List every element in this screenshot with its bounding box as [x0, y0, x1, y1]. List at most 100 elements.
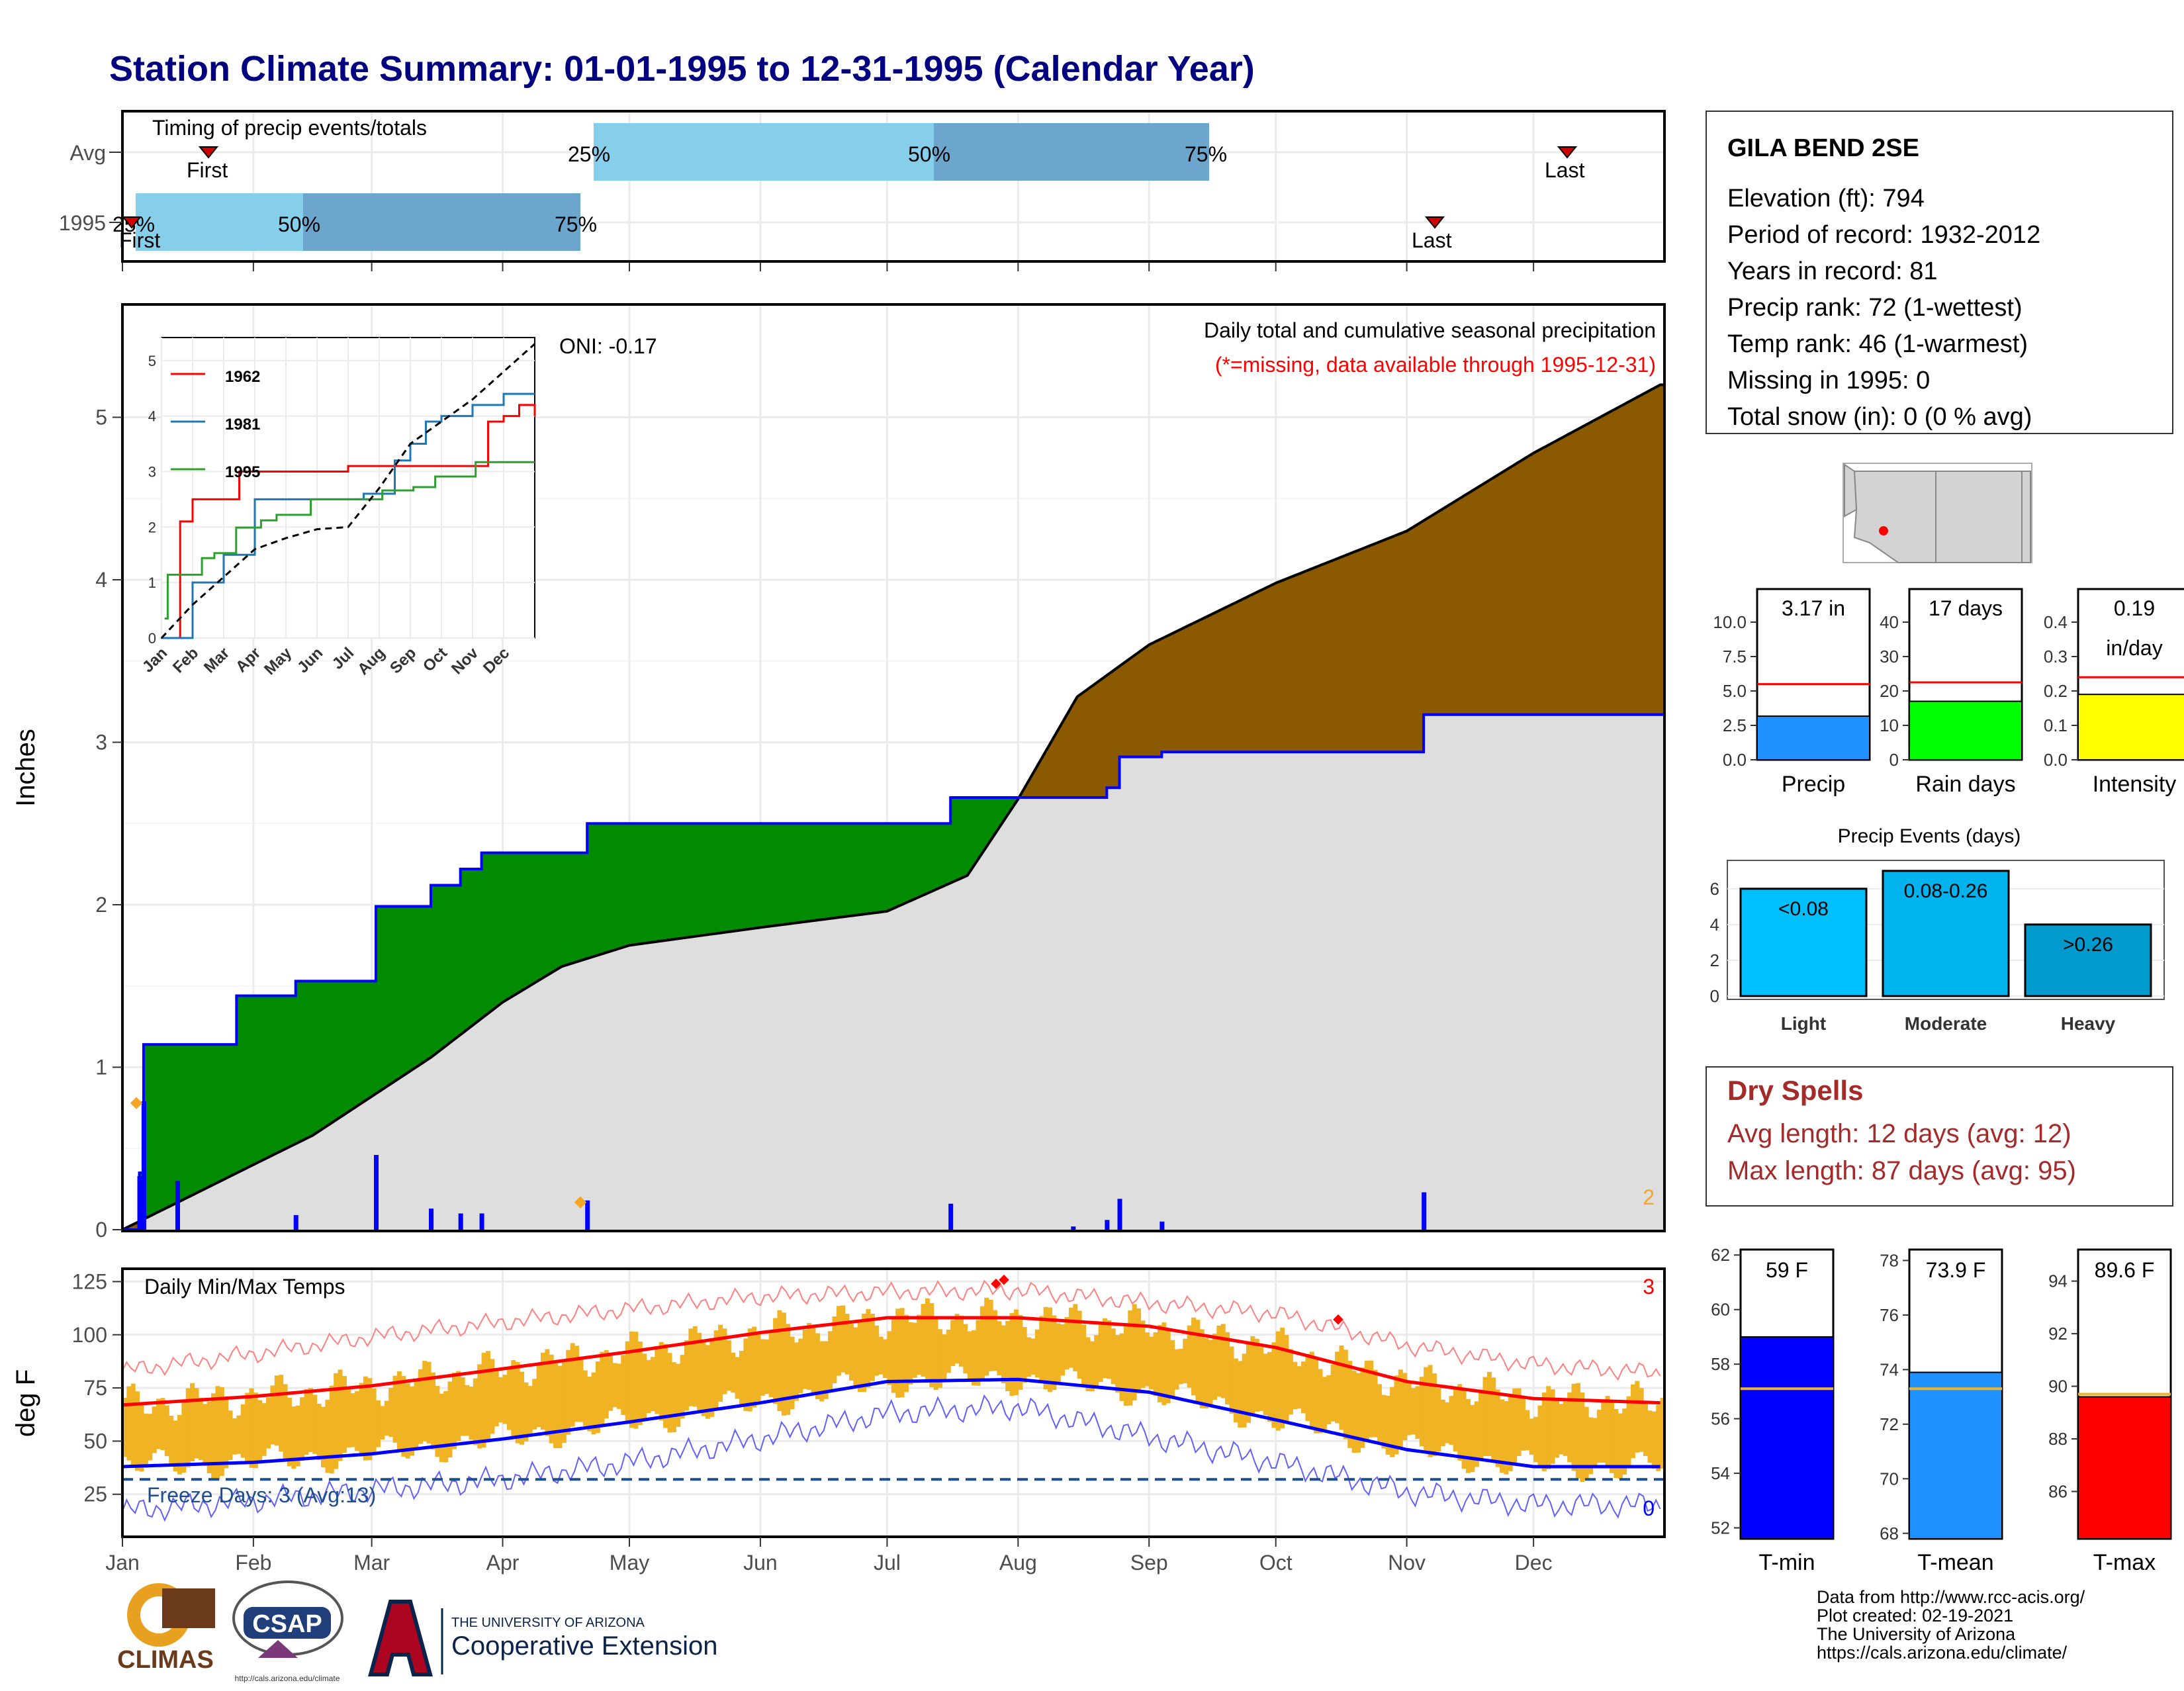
y1995-p75-label: 75%	[555, 212, 597, 236]
daily-temp-bar	[1212, 1333, 1217, 1400]
daily-temp-bar	[1149, 1336, 1154, 1390]
daily-temp-bar	[1191, 1317, 1197, 1396]
daily-temp-bar	[1495, 1389, 1500, 1467]
month-tick-label: Oct	[1259, 1551, 1293, 1575]
events-y-tick-label: 6	[1710, 879, 1719, 899]
daily-temp-bar	[1275, 1331, 1281, 1431]
daily-temp-bar	[291, 1406, 296, 1469]
events-y-tick-label: 0	[1710, 986, 1719, 1006]
daily-temp-bar	[718, 1324, 723, 1402]
daily-temp-bar	[731, 1352, 736, 1393]
daily-temp-bar	[422, 1361, 428, 1441]
station-info-line: Period of record: 1932-2012	[1727, 221, 2040, 249]
daily-temp-bar	[1246, 1342, 1251, 1423]
temp-bar-tick-label: 94	[2048, 1271, 2068, 1291]
daily-temp-bar	[938, 1329, 943, 1388]
temp-bar-value: 73.9 F	[1926, 1258, 1986, 1282]
inset-line-1962	[177, 404, 536, 639]
precip-surplus-area	[139, 792, 1023, 1222]
daily-temp-bar	[380, 1406, 385, 1440]
daily-temp-bar	[1220, 1324, 1226, 1398]
temp-bar-tick-label: 78	[1880, 1250, 1899, 1270]
daily-temp-bar	[211, 1393, 216, 1479]
daily-temp-bar	[781, 1312, 786, 1416]
precip-legend-1: Daily total and cumulative seasonal prec…	[1204, 318, 1656, 342]
precip-y-tick-label: 4	[95, 568, 107, 592]
daily-temp-bar	[1183, 1338, 1188, 1383]
daily-temp-bar	[722, 1328, 727, 1394]
daily-temp-bar	[350, 1393, 355, 1447]
daily-temp-bar	[469, 1387, 474, 1440]
temp-bar-tick-label: 54	[1711, 1463, 1730, 1483]
daily-temp-bar	[1225, 1332, 1230, 1405]
map-state-east	[2021, 471, 2031, 563]
station-info-line: Missing in 1995: 0	[1727, 367, 1930, 394]
daily-temp-bar	[139, 1404, 144, 1472]
avg-50-75-bar	[934, 123, 1209, 181]
precip-bar-label: Intensity	[2093, 772, 2177, 797]
precip-summary-bars: 0.0 2.5 5.0 7.5 10.0 3.17 in Precip 0 10 20 30 40 17…	[1713, 588, 2184, 797]
daily-temp-bar	[828, 1331, 833, 1393]
daily-precip-bar	[374, 1155, 379, 1230]
daily-temp-bar	[1660, 1397, 1665, 1469]
daily-temp-bar	[536, 1365, 541, 1428]
daily-temp-bar	[203, 1404, 208, 1466]
daily-temp-bar	[883, 1339, 888, 1379]
daily-temp-bar	[1516, 1388, 1522, 1456]
daily-temp-bar	[245, 1393, 250, 1464]
daily-temp-bar	[494, 1370, 499, 1427]
record-min-count: 0	[1643, 1496, 1655, 1520]
daily-temp-bar	[1512, 1388, 1518, 1464]
daily-temp-bar	[465, 1385, 470, 1436]
daily-temp-bar	[1305, 1353, 1310, 1422]
daily-temp-bar	[439, 1393, 444, 1462]
daily-temp-bar	[963, 1324, 968, 1374]
daily-temp-bar	[794, 1342, 799, 1401]
daily-temp-bar	[1440, 1399, 1445, 1446]
daily-temp-bar	[773, 1318, 778, 1404]
daily-temp-bar	[1001, 1325, 1006, 1384]
daily-precip-bar	[1071, 1226, 1076, 1230]
daily-temp-bar	[1436, 1387, 1441, 1452]
inset-y-tick-label: 3	[148, 463, 156, 480]
daily-temp-bar	[853, 1327, 858, 1388]
daily-temp-bar	[988, 1299, 993, 1371]
daily-temp-bar	[616, 1363, 621, 1409]
daily-temp-bar	[1271, 1342, 1277, 1428]
daily-temp-bar	[1364, 1361, 1369, 1442]
daily-temp-bar	[967, 1331, 972, 1381]
daily-temp-bar	[637, 1341, 643, 1426]
daily-precip-bar	[293, 1214, 298, 1230]
daily-temp-bar	[1605, 1396, 1610, 1467]
daily-temp-bar	[1415, 1386, 1420, 1440]
daily-temp-bar	[1013, 1309, 1019, 1396]
daily-temp-bar	[384, 1400, 389, 1436]
location-map	[1843, 463, 2032, 563]
daily-temp-bar	[460, 1377, 465, 1436]
daily-temp-bar	[1610, 1400, 1614, 1473]
station-info-line: Years in record: 81	[1727, 257, 1938, 285]
daily-temp-bar	[760, 1339, 765, 1396]
precip-bar-value: 3.17 in	[1782, 596, 1845, 620]
daily-temp-bar	[1301, 1361, 1306, 1414]
daily-temp-bar	[591, 1372, 596, 1435]
daily-temp-bar	[1647, 1410, 1653, 1463]
daily-temp-bar	[841, 1305, 846, 1373]
temp-y-tick-label: 125	[72, 1269, 107, 1293]
daily-temp-bar	[862, 1313, 867, 1393]
daily-temp-bar	[1170, 1340, 1175, 1398]
extreme-count: 2	[1643, 1185, 1655, 1209]
avg-first-marker	[198, 146, 219, 159]
daily-temp-bar	[1639, 1388, 1644, 1452]
map-state-west	[1844, 463, 1858, 518]
daily-temp-bar	[1098, 1324, 1103, 1383]
precip-y-tick-label: 3	[95, 731, 107, 754]
temp-bar-label: T-mean	[1917, 1550, 1993, 1575]
daily-temp-bar	[261, 1403, 267, 1456]
daily-temp-bar	[921, 1304, 926, 1377]
freeze-days-label: Freeze Days: 3 (Avg:13)	[147, 1483, 376, 1507]
daily-temp-bar	[912, 1322, 917, 1378]
precip-bar-value: 0.19	[2114, 596, 2155, 620]
daily-temp-bar	[1406, 1381, 1412, 1436]
